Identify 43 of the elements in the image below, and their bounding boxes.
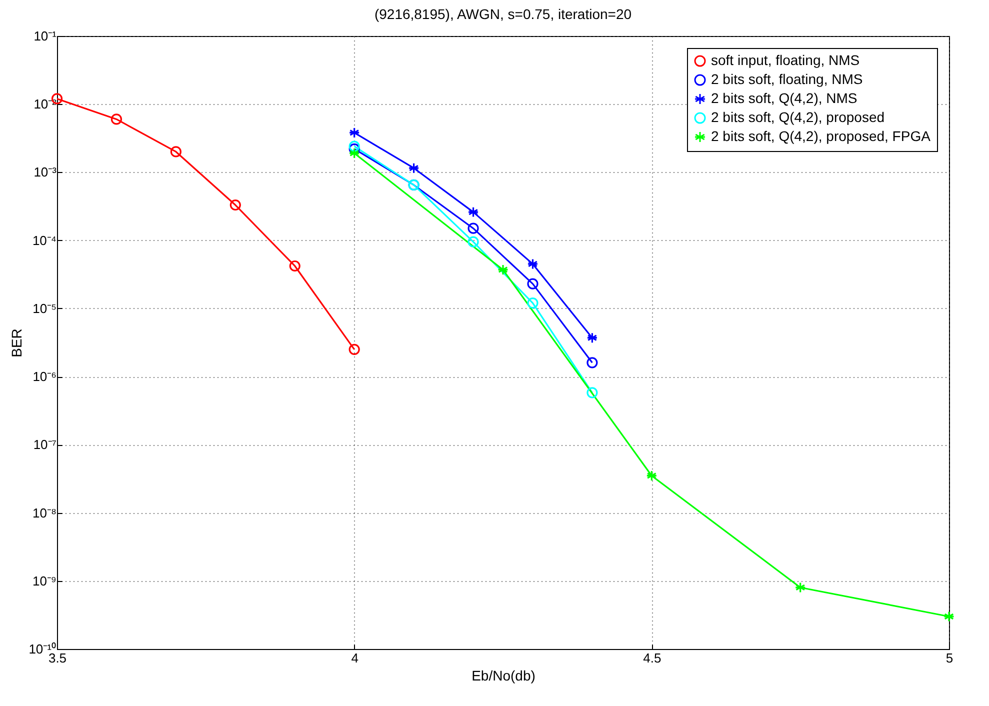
y-tick-label: 10⁻³ [34, 164, 58, 180]
legend-label: 2 bits soft, Q(4,2), proposed, FPGA [711, 128, 932, 144]
point [586, 357, 598, 368]
x-tick-label: 4.5 [643, 650, 662, 666]
y-axis-title: BER [8, 328, 25, 358]
y-tick-label: 10⁻⁵ [32, 300, 56, 316]
point [646, 470, 658, 482]
legend-label: soft input, floating, NMS [711, 52, 860, 68]
x-tick-label: 3.5 [48, 650, 67, 666]
y-tick-label: 10⁻¹ [34, 28, 58, 44]
point [230, 199, 241, 211]
chart-title: (9216,8195), AWGN, s=0.75, iteration=20 [374, 6, 632, 22]
point [348, 148, 360, 159]
point [110, 114, 122, 125]
legend-label: 2 bits soft, floating, NMS [711, 71, 863, 87]
point [527, 298, 538, 309]
point [497, 264, 509, 276]
x-tick-label: 5 [946, 650, 954, 666]
point [527, 278, 538, 290]
point [468, 222, 479, 234]
x-tick-label: 4 [351, 650, 358, 666]
point [468, 206, 479, 218]
point [348, 140, 360, 152]
point [348, 344, 360, 355]
point [586, 332, 598, 344]
point [408, 162, 420, 174]
point [348, 127, 360, 138]
point [289, 260, 300, 272]
y-tick-label: 10⁻⁶ [32, 369, 56, 384]
point [586, 387, 598, 398]
point [170, 146, 182, 158]
y-tick-label: 10⁻⁷ [33, 437, 57, 452]
legend-label: 2 bits soft, Q(4,2), proposed [711, 109, 885, 125]
point [527, 258, 538, 270]
y-tick-label: 10⁻⁴ [32, 232, 56, 248]
y-tick-label: 10⁻² [34, 96, 58, 112]
legend-label: 2 bits soft, Q(4,2), NMS [711, 90, 858, 106]
point [468, 236, 479, 248]
y-tick-label: 10⁻⁹ [32, 573, 56, 588]
y-tick-label: 10⁻⁸ [32, 505, 56, 520]
point [943, 610, 955, 622]
x-axis-title: Eb/No(db) [472, 668, 536, 684]
point [794, 582, 806, 594]
